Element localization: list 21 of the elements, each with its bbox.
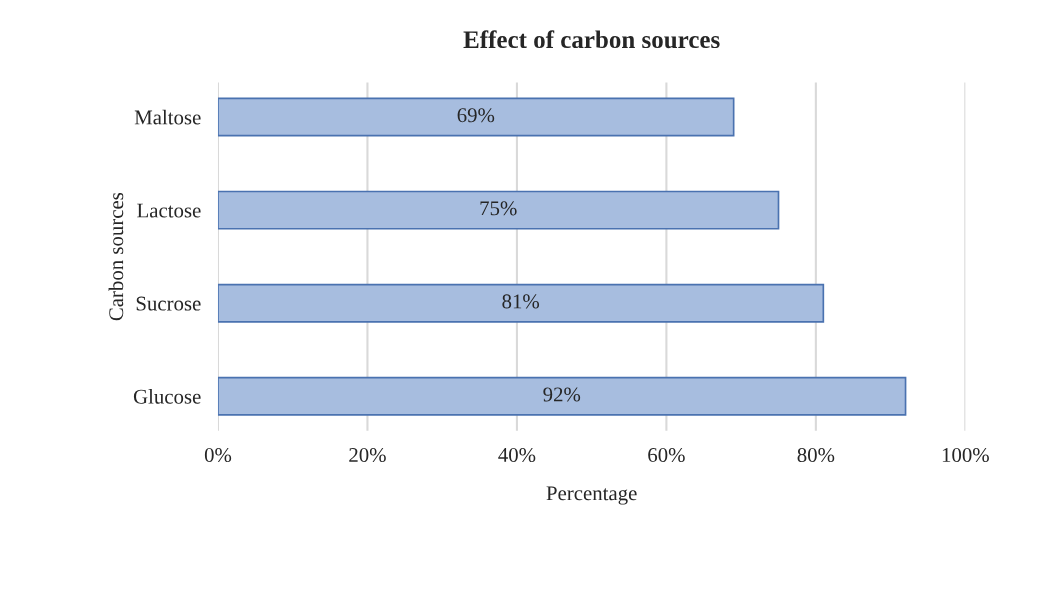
x-tick-label: 20% <box>349 447 386 463</box>
chart-title: Effect of carbon sources <box>463 30 720 49</box>
bar <box>217 97 735 137</box>
y-tick-label: Lactose <box>137 203 201 218</box>
bar <box>217 190 780 230</box>
bar <box>217 283 825 323</box>
data-label: 75% <box>480 201 517 216</box>
x-tick-label: 40% <box>498 447 536 463</box>
x-tick-label: 100% <box>942 447 989 463</box>
data-label: 69% <box>457 108 495 123</box>
x-tick-label: 60% <box>648 447 685 463</box>
x-axis-title: Percentage <box>546 486 637 505</box>
y-axis-title: Carbon sources <box>108 192 124 321</box>
data-label: 81% <box>502 294 540 309</box>
data-label: 92% <box>543 387 581 402</box>
y-tick-label: Maltose <box>134 109 201 125</box>
y-tick-label: Sucrose <box>136 296 201 311</box>
x-tick-label: 0% <box>204 447 232 463</box>
y-tick-label: Glucose <box>133 389 201 404</box>
x-tick-label: 80% <box>797 447 835 463</box>
bar <box>217 376 907 416</box>
